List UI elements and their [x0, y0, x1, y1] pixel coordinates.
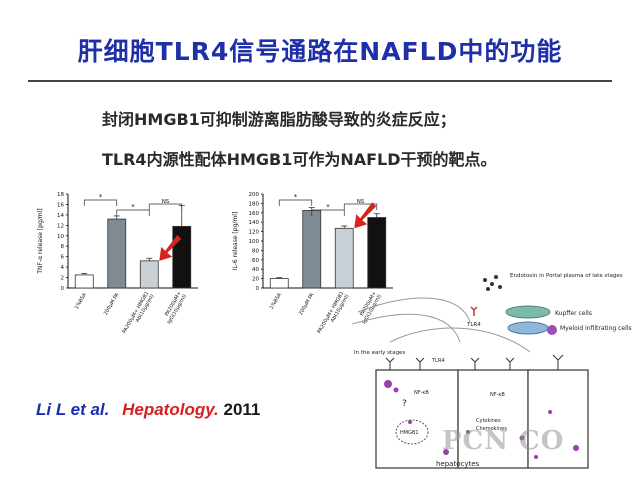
- tnf-alpha-bar-chart: 0 2 4 6 8 10 12 14 16 18 TNF-α release [pg/ml] 1%BS…: [37, 192, 198, 337]
- tlr4-pathway-diagram: Endotoxin in Portal plasma of late stage…: [351, 273, 632, 469]
- bar: [74, 274, 94, 289]
- question-mark: ?: [402, 399, 407, 409]
- bar: [302, 210, 322, 289]
- significance-bracket: [148, 203, 183, 210]
- myeloid-nucleus-icon: [547, 325, 557, 335]
- bar: [269, 278, 289, 289]
- signal-curve: [357, 297, 471, 323]
- signal-curve: [389, 327, 531, 353]
- highlight-arrow-icon: [159, 234, 182, 261]
- y-tick-label: 20: [252, 277, 259, 283]
- y-tick-label: 60: [252, 258, 259, 264]
- x-tick-label: PA200μM+ HMGB1Ab(10μg/ml): [121, 290, 155, 337]
- y-tick-label: 180: [249, 201, 260, 207]
- bar: [107, 218, 127, 289]
- myeloid-cell-icon: [507, 321, 549, 335]
- receptor-icons: [385, 354, 564, 370]
- hepatocyte-cell-2: [457, 369, 529, 469]
- bullet-1: 封闭HMGB1可抑制游离脂肪酸导致的炎症反应；: [102, 110, 456, 129]
- early-stages-label: In the early stages: [354, 350, 405, 356]
- significance-bracket: [116, 209, 150, 216]
- endotoxin-label: Endotoxin in Portal plasma of late stage…: [510, 273, 623, 279]
- y-tick-label: 0: [256, 286, 260, 292]
- y-tick-label: 120: [249, 230, 260, 236]
- significance-bracket: [311, 209, 345, 216]
- y-tick-label: 14: [57, 213, 64, 219]
- y-tick-label: 40: [252, 267, 259, 273]
- title-divider: [28, 80, 612, 82]
- y-tick-label: 10: [57, 234, 64, 240]
- significance-label: NS: [162, 199, 170, 205]
- y-tick-label: 16: [57, 202, 64, 208]
- slide-title: 肝细胞TLR4信号通路在NAFLD中的功能: [77, 37, 563, 66]
- endotoxin-dots-icon: [483, 275, 502, 291]
- significance-label: *: [326, 203, 330, 211]
- signal-curve: [351, 313, 461, 343]
- y-tick-label: 140: [249, 220, 260, 226]
- kupffer-label: Kupffer cells: [555, 310, 592, 317]
- citation-journal: Hepatology.: [122, 400, 219, 419]
- tlr4-receptor-icon: [470, 306, 478, 316]
- x-tick-label: 200μM PA: [103, 292, 121, 317]
- tlr4-cell-label: TLR4: [431, 358, 445, 364]
- nfkb-mid-label: NF-κB: [490, 392, 505, 398]
- y-axis-label: TNF-α release [pg/ml]: [37, 208, 44, 274]
- highlight-arrow-icon: [354, 202, 377, 229]
- significance-label: *: [99, 193, 103, 201]
- y-tick-label: 0: [61, 286, 65, 292]
- myeloid-label: Myeloid infiltrating cells: [560, 325, 632, 332]
- bullet-2: TLR4内源性配体HMGB1可作为NAFLD干预的靶点。: [102, 150, 497, 169]
- citation-year: 2011: [223, 400, 261, 419]
- y-tick-label: 6: [61, 255, 65, 261]
- y-tick-label: 100: [249, 239, 260, 245]
- x-tick-label: PA200μM+ HMGB1Ab(10μg/ml): [316, 290, 350, 337]
- il6-bar-chart: 0 20 40 60 80 100 120 140 160 180 200 IL-6 release …: [232, 192, 393, 337]
- hepatocytes-label: hepatocytes: [436, 460, 480, 468]
- bar: [139, 260, 159, 289]
- hmgb1-label: HMGB1: [400, 430, 419, 436]
- kupffer-cell-icon: [505, 305, 551, 319]
- citation: Li L et al. Hepatology. 2011: [36, 400, 260, 420]
- y-tick-label: 8: [61, 244, 65, 250]
- nfkb-left-label: NF-κB: [414, 390, 429, 396]
- tlr4-top-label: TLR4: [466, 322, 481, 328]
- significance-label: *: [294, 193, 298, 201]
- cytokines-label: Cytokines: [476, 418, 501, 424]
- x-tick-label: 1%BSA: [74, 292, 88, 311]
- y-tick-label: 2: [61, 276, 65, 282]
- significance-bracket: [343, 203, 378, 210]
- x-tick-label: 200μM PA: [298, 292, 316, 317]
- hmgb1-particles-icon: [384, 380, 579, 459]
- y-axis-label: IL-6 release [pg/ml]: [232, 212, 239, 271]
- y-tick-label: 12: [57, 223, 64, 229]
- citation-authors: Li L et al.: [36, 400, 110, 419]
- watermark-logo: PCN CO: [442, 426, 565, 456]
- x-tick-label: 1%BSA: [269, 292, 283, 311]
- y-tick-label: 4: [61, 265, 65, 271]
- y-tick-label: 18: [57, 192, 64, 198]
- x-tick-label: PA200μM+IgG(10μg/ml): [161, 290, 188, 325]
- y-tick-label: 80: [252, 248, 259, 254]
- y-tick-label: 160: [249, 211, 260, 217]
- significance-label: NS: [357, 199, 365, 205]
- hepatocyte-cell-3: [527, 369, 589, 469]
- significance-bracket: [278, 199, 313, 206]
- bar: [172, 225, 192, 289]
- y-tick-label: 200: [249, 192, 260, 198]
- significance-label: *: [131, 203, 135, 211]
- significance-bracket: [83, 199, 118, 206]
- nucleus-icon: [395, 419, 429, 445]
- chemokines-label: Chemokines: [476, 426, 507, 432]
